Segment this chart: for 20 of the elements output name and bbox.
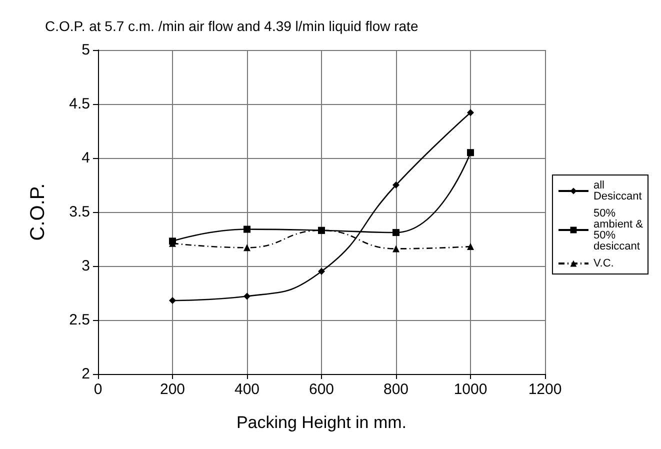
y-tick-label: 2: [82, 366, 90, 382]
x-tick-label: 0: [94, 381, 102, 398]
x-tick-label: 800: [383, 381, 409, 398]
x-tick-label: 1200: [528, 381, 562, 398]
x-tick-label: 1000: [454, 381, 488, 398]
legend-label: V.C.: [593, 258, 614, 270]
legend-label: all Desiccant: [593, 180, 642, 202]
y-tick-label: 5: [82, 42, 90, 58]
y-tick-label: 4.5: [69, 96, 90, 112]
y-tick-label: 4: [82, 150, 90, 166]
y-tick-label: 2.5: [69, 312, 90, 328]
x-axis-title: Packing Height in mm.: [236, 413, 407, 432]
y-tick-label: 3.5: [69, 204, 90, 220]
x-tick-label: 600: [308, 381, 334, 398]
y-axis-title: C.O.P.: [27, 183, 49, 241]
chart-title: C.O.P. at 5.7 c.m. /min air flow and 4.39 l/min liquid flow rate: [45, 18, 418, 34]
x-tick-label: 400: [234, 381, 260, 398]
y-tick-label: 3: [82, 258, 90, 274]
legend-label: 50% ambient &50% desiccant: [593, 208, 644, 252]
x-tick-label: 200: [160, 381, 186, 398]
